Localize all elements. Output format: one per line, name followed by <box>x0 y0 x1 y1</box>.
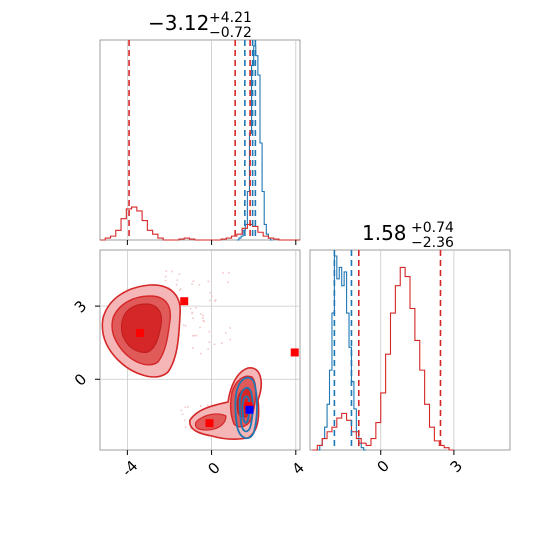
y-tick-label: 3 <box>71 297 90 316</box>
scatter-dot <box>164 279 167 282</box>
scatter-dot <box>164 275 167 278</box>
scatter-dot <box>181 413 184 416</box>
marginal-x-title-value: −3.12 <box>148 11 209 35</box>
scatter-dot <box>192 317 194 319</box>
scatter-dot <box>198 283 201 286</box>
marginal-y-quantile-lines <box>333 250 442 450</box>
y-tick-label: 0 <box>71 370 90 389</box>
scatter-dot <box>191 283 193 285</box>
scatter-dot <box>202 319 204 322</box>
scatter-dot <box>227 281 229 284</box>
marginal-y-title-plus: +0.74 <box>411 220 454 236</box>
marginal-x-grid <box>126 40 297 240</box>
red-point <box>136 328 144 337</box>
scatter-dot <box>228 272 230 274</box>
red-point <box>180 297 189 306</box>
x-tick-label: 0 <box>373 457 392 476</box>
scatter-dot <box>213 343 216 346</box>
marginal-x-title-minus: −0.72 <box>209 25 252 41</box>
scatter-dot <box>208 341 211 343</box>
scatter-dot <box>221 342 223 345</box>
scatter-dot <box>184 426 187 428</box>
scatter-dot <box>200 313 202 315</box>
scatter-dot <box>179 288 182 290</box>
scatter-dot <box>184 324 187 327</box>
scatter-dot <box>214 299 217 301</box>
marginal-x-panel: −3.12 +4.21 −0.72 <box>99 10 301 245</box>
scatter-dot <box>193 334 196 337</box>
histogram-series <box>100 206 300 241</box>
x-tick-label: 0 <box>204 459 223 478</box>
scatter-dot <box>171 270 174 273</box>
scatter-dot <box>209 291 212 294</box>
marginal-x-quantile-lines <box>128 40 257 240</box>
blue-point <box>245 405 254 414</box>
scatter-dot <box>207 280 210 283</box>
marginal-y-histograms <box>312 255 454 451</box>
scatter-dot <box>183 419 186 421</box>
scatter-dot <box>165 270 168 272</box>
histogram-series <box>317 255 367 451</box>
scatter-dot <box>191 312 193 315</box>
red-point <box>290 348 299 357</box>
scatter-dot <box>191 335 194 337</box>
x-tick-label: 3 <box>447 457 466 476</box>
marginal-y-title-minus: −2.36 <box>411 235 454 251</box>
scatter-dot <box>176 279 179 282</box>
scatter-dot <box>209 299 211 302</box>
blue-contour-outer <box>234 376 258 440</box>
scatter-dot <box>203 320 205 323</box>
marginal-x-frame <box>99 39 301 241</box>
marginal-x-title-plus: +4.21 <box>209 10 252 26</box>
scatter-dot <box>195 334 198 337</box>
x-tick-label: -4 <box>118 457 141 480</box>
scatter-dot <box>180 409 183 412</box>
blue-contour-mid <box>238 386 254 433</box>
x-tick-label: 4 <box>289 459 308 478</box>
scatter-dot <box>208 330 211 333</box>
scatter-dot <box>189 428 192 430</box>
scatter-dot <box>207 404 209 407</box>
scatter-dot <box>211 295 213 297</box>
scatter-dot <box>229 327 231 329</box>
scatter-dot <box>195 307 197 309</box>
blue-contours <box>234 376 258 440</box>
marginal-y-title: 1.58 <box>362 221 407 245</box>
scatter-dot <box>199 405 202 407</box>
scatter-dot <box>222 272 224 274</box>
scatter-dot <box>182 324 185 326</box>
scatter-dot <box>202 317 204 319</box>
joint-panel: -4 0 4 0 3 <box>71 249 308 480</box>
scatter-dot <box>207 348 209 350</box>
scatter-dot <box>192 347 194 349</box>
red-point <box>205 419 214 428</box>
scatter-dot <box>178 273 181 275</box>
scatter-dot <box>189 307 192 310</box>
scatter-dot <box>192 280 195 283</box>
scatter-dot <box>184 406 187 409</box>
scatter-dot <box>199 326 201 329</box>
scatter-dot <box>224 332 227 334</box>
scatter-dot <box>175 283 178 286</box>
scatter-dot <box>229 338 231 341</box>
scatter-dot <box>199 352 202 355</box>
histogram-series <box>312 266 454 451</box>
joint-points <box>136 297 299 428</box>
marginal-x-ticks <box>126 240 297 245</box>
marginal-y-title-value: 1.58 <box>362 221 407 245</box>
scatter-dot <box>178 289 181 292</box>
scatter-dot <box>202 314 204 317</box>
red-contour-inner <box>120 303 163 353</box>
scatter-dot <box>214 300 216 302</box>
marginal-x-title: −3.12 <box>148 11 209 35</box>
scatter-dot <box>187 406 189 408</box>
scatter-dot <box>191 311 194 314</box>
blue-contour-inner <box>241 395 251 424</box>
